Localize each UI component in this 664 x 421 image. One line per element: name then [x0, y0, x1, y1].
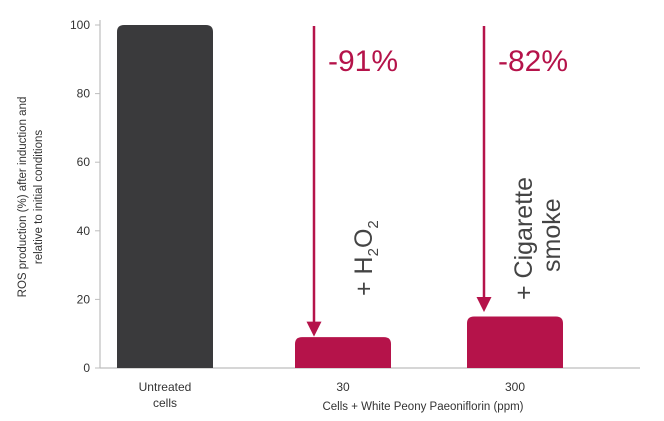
bars: [117, 25, 563, 368]
reduction-percent-label: -91%: [328, 45, 398, 78]
y-tick-label: 100: [70, 18, 90, 32]
x-axis-title: Cells + White Peony Paeoniflorin (ppm): [322, 401, 523, 413]
x-category-label: 30: [336, 380, 350, 394]
y-tick-label: 0: [83, 361, 90, 375]
y-axis: 0 20 40 60 80 100: [70, 18, 101, 375]
x-category-label: cells: [153, 396, 177, 410]
condition-label-cigarette: + Cigarette: [510, 177, 538, 300]
bar: [117, 25, 213, 368]
y-axis-title-line: ROS production (%) after induction and: [17, 97, 29, 298]
reduction-percent-label: -82%: [498, 45, 568, 78]
y-tick-label: 20: [77, 292, 91, 306]
x-category-label: Untreated: [139, 380, 192, 394]
condition-label-smoke: smoke: [538, 198, 566, 272]
y-axis-title: ROS production (%) after induction and re…: [17, 97, 45, 298]
bar: [467, 316, 563, 368]
y-tick-label: 80: [77, 87, 91, 101]
x-axis: Untreated cells 30 300: [100, 367, 640, 410]
y-tick-label: 60: [77, 155, 91, 169]
bar: [295, 337, 391, 368]
x-category-label: 300: [505, 380, 525, 394]
y-axis-title-line: relative to initial conditions: [33, 130, 45, 264]
y-tick-label: 40: [77, 224, 91, 238]
x-axis-title: Cells + White Peony Paeoniflorin (ppm): [322, 401, 523, 413]
condition-label-h2o2: + H2O2: [350, 220, 382, 296]
annotations: -91% -82% + H2O2 + Cigarette smoke: [306, 26, 568, 337]
